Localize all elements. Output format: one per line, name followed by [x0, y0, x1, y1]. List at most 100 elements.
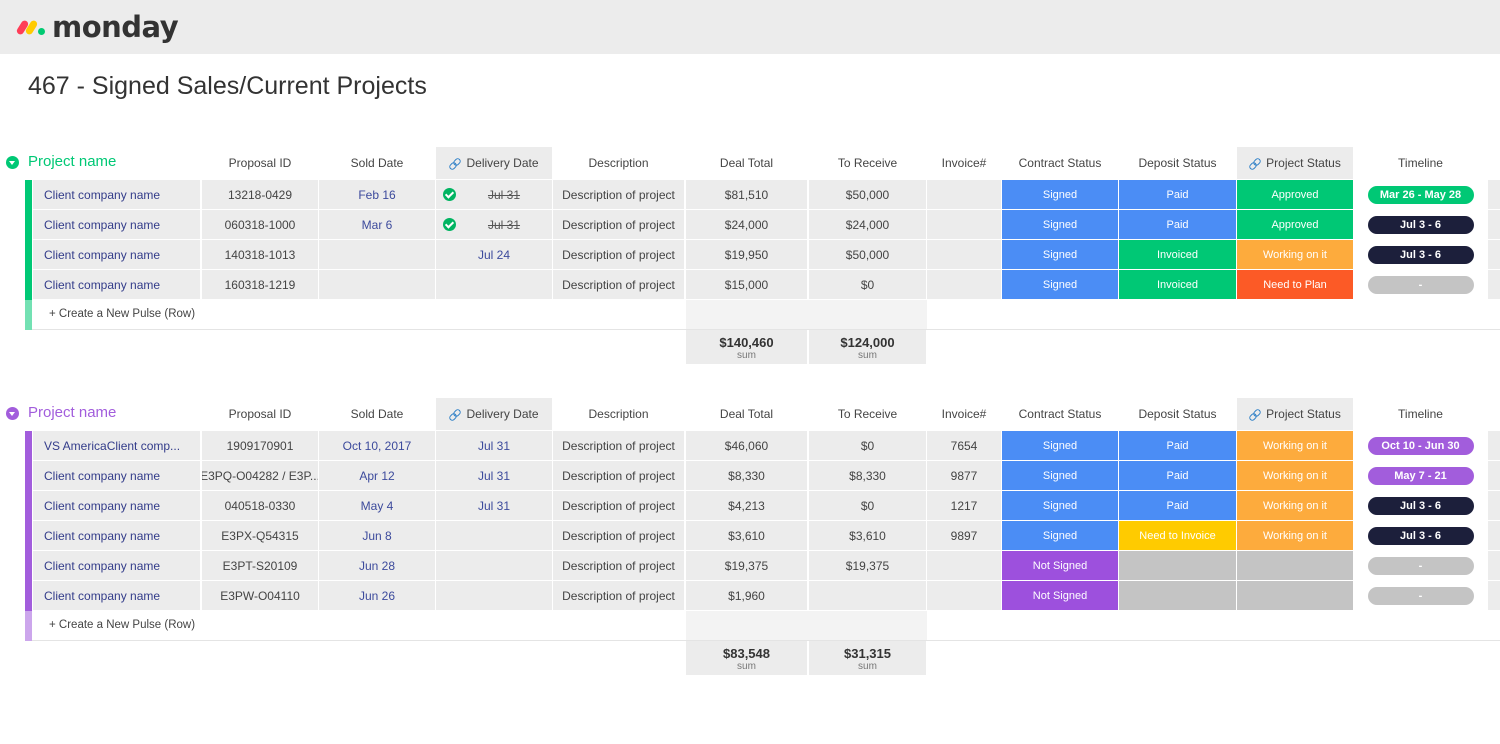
create-new-pulse-row[interactable]: + Create a New Pulse (Row)	[0, 300, 1500, 330]
deal-cell[interactable]: $3,610	[686, 521, 807, 550]
receive-cell[interactable]: $0	[809, 431, 926, 460]
proposal-cell[interactable]: E3PQ-O04282 / E3P...	[202, 461, 318, 490]
column-header-invoice[interactable]: Invoice#	[927, 398, 1001, 430]
receive-cell[interactable]: $0	[809, 491, 926, 520]
invoice-cell[interactable]	[927, 210, 1001, 239]
timeline-pill[interactable]: Jul 3 - 6	[1367, 215, 1474, 234]
project-cell[interactable]: Working on it	[1237, 521, 1353, 550]
project-cell[interactable]: Working on it	[1237, 491, 1353, 520]
proposal-cell[interactable]: 13218-0429	[202, 180, 318, 209]
column-header-timeline[interactable]: Timeline	[1354, 147, 1487, 179]
receive-cell[interactable]	[809, 581, 926, 610]
timeline-pill[interactable]: -	[1367, 275, 1474, 294]
timeline-cell[interactable]: -	[1354, 551, 1487, 580]
deal-cell[interactable]: $81,510	[686, 180, 807, 209]
pulse-name[interactable]: Client company name	[33, 491, 200, 520]
timeline-pill[interactable]: Jul 3 - 6	[1367, 496, 1474, 515]
project-cell[interactable]	[1237, 581, 1353, 610]
pulse-name[interactable]: Client company name	[33, 461, 200, 490]
pulse-name[interactable]: Client company name	[33, 240, 200, 269]
invoice-cell[interactable]	[927, 581, 1001, 610]
timeline-pill[interactable]: Jul 3 - 6	[1367, 245, 1474, 264]
column-header-deposit[interactable]: Deposit Status	[1119, 147, 1236, 179]
project-cell[interactable]: Working on it	[1237, 431, 1353, 460]
timeline-cell[interactable]: Mar 26 - May 28	[1354, 180, 1487, 209]
delivery-cell[interactable]: Jul 31	[436, 431, 552, 460]
sold-cell[interactable]	[319, 270, 435, 299]
column-header-deal[interactable]: Deal Total	[686, 398, 807, 430]
receive-cell[interactable]: $0	[809, 270, 926, 299]
column-header-contract[interactable]: Contract Status	[1002, 398, 1118, 430]
timeline-pill[interactable]: -	[1367, 556, 1474, 575]
column-header-receive[interactable]: To Receive	[809, 147, 926, 179]
column-header-proposal[interactable]: Proposal ID	[202, 147, 318, 179]
column-header-timeline[interactable]: Timeline	[1354, 398, 1487, 430]
contract-cell[interactable]: Signed	[1002, 521, 1118, 550]
create-new-pulse-label[interactable]: + Create a New Pulse (Row)	[49, 308, 196, 320]
invoice-cell[interactable]: 1217	[927, 491, 1001, 520]
project-cell[interactable]: Working on it	[1237, 461, 1353, 490]
deposit-cell[interactable]	[1119, 551, 1236, 580]
timeline-pill[interactable]: Oct 10 - Jun 30	[1367, 436, 1474, 455]
proposal-cell[interactable]: 140318-1013	[202, 240, 318, 269]
column-header-delivery[interactable]: Delivery Date	[436, 398, 552, 430]
column-header-delivery[interactable]: Delivery Date	[436, 147, 552, 179]
invoice-cell[interactable]: 7654	[927, 431, 1001, 460]
invoice-cell[interactable]	[927, 180, 1001, 209]
deal-cell[interactable]: $15,000	[686, 270, 807, 299]
pulse-name[interactable]: Client company name	[33, 521, 200, 550]
deal-cell[interactable]: $24,000	[686, 210, 807, 239]
sold-cell[interactable]: Jun 28	[319, 551, 435, 580]
description-cell[interactable]: Description of project	[553, 581, 684, 610]
delivery-cell[interactable]	[436, 521, 552, 550]
project-cell[interactable]: Working on it	[1237, 240, 1353, 269]
column-header-sold[interactable]: Sold Date	[319, 398, 435, 430]
deal-cell[interactable]: $8,330	[686, 461, 807, 490]
delivery-cell[interactable]	[436, 551, 552, 580]
proposal-cell[interactable]: E3PX-Q54315	[202, 521, 318, 550]
delivery-cell[interactable]: Jul 24	[436, 240, 552, 269]
receive-cell[interactable]: $3,610	[809, 521, 926, 550]
column-header-deal[interactable]: Deal Total	[686, 147, 807, 179]
pulse-name[interactable]: Client company name	[33, 551, 200, 580]
timeline-cell[interactable]: Oct 10 - Jun 30	[1354, 431, 1487, 460]
project-cell[interactable]	[1237, 551, 1353, 580]
pulse-name[interactable]: Client company name	[33, 210, 200, 239]
pulse-name[interactable]: Client company name	[33, 581, 200, 610]
column-header-description[interactable]: Description	[553, 147, 684, 179]
invoice-cell[interactable]	[927, 240, 1001, 269]
sold-cell[interactable]: Oct 10, 2017	[319, 431, 435, 460]
invoice-cell[interactable]	[927, 270, 1001, 299]
project-cell[interactable]: Approved	[1237, 210, 1353, 239]
create-new-pulse-label[interactable]: + Create a New Pulse (Row)	[49, 619, 196, 631]
timeline-pill[interactable]: -	[1367, 586, 1474, 605]
timeline-cell[interactable]: Jul 3 - 6	[1354, 240, 1487, 269]
deposit-cell[interactable]: Invoiced	[1119, 240, 1236, 269]
contract-cell[interactable]: Signed	[1002, 240, 1118, 269]
delivery-cell[interactable]: Jul 31	[436, 180, 552, 209]
deal-cell[interactable]: $46,060	[686, 431, 807, 460]
deposit-cell[interactable]: Paid	[1119, 431, 1236, 460]
timeline-cell[interactable]: Jul 3 - 6	[1354, 491, 1487, 520]
delivery-cell[interactable]: Jul 31	[436, 461, 552, 490]
deposit-cell[interactable]: Paid	[1119, 461, 1236, 490]
contract-cell[interactable]: Signed	[1002, 461, 1118, 490]
column-header-receive[interactable]: To Receive	[809, 398, 926, 430]
column-header-project[interactable]: Project Status	[1237, 398, 1353, 430]
sold-cell[interactable]: Jun 8	[319, 521, 435, 550]
deal-cell[interactable]: $4,213	[686, 491, 807, 520]
column-header-deposit[interactable]: Deposit Status	[1119, 398, 1236, 430]
contract-cell[interactable]: Not Signed	[1002, 581, 1118, 610]
sold-cell[interactable]: Jun 26	[319, 581, 435, 610]
timeline-pill[interactable]: May 7 - 21	[1367, 466, 1474, 485]
proposal-cell[interactable]: 1909170901	[202, 431, 318, 460]
delivery-cell[interactable]: Jul 31	[436, 491, 552, 520]
monday-logo[interactable]: monday	[15, 10, 179, 44]
timeline-cell[interactable]: Jul 3 - 6	[1354, 521, 1487, 550]
deposit-cell[interactable]	[1119, 581, 1236, 610]
description-cell[interactable]: Description of project	[553, 551, 684, 580]
receive-cell[interactable]: $24,000	[809, 210, 926, 239]
sold-cell[interactable]: May 4	[319, 491, 435, 520]
column-header-contract[interactable]: Contract Status	[1002, 147, 1118, 179]
column-header-proposal[interactable]: Proposal ID	[202, 398, 318, 430]
